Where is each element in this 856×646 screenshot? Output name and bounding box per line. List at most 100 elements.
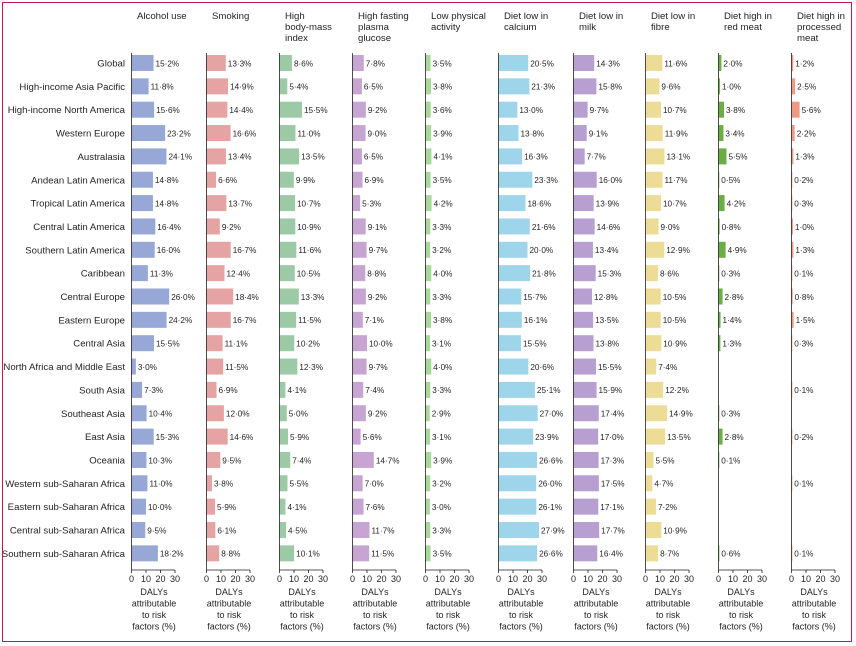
value-label: 2·8% xyxy=(725,293,744,302)
value-label: 2·5% xyxy=(797,83,816,92)
bar xyxy=(279,195,296,212)
x-tick-label: 10 xyxy=(801,574,811,584)
value-label: 1·3% xyxy=(795,153,814,162)
bar xyxy=(131,335,154,352)
bar xyxy=(279,428,289,445)
value-label: 24·2% xyxy=(169,316,193,325)
value-label: 11·8% xyxy=(151,83,174,92)
bar xyxy=(791,311,794,328)
bar xyxy=(645,358,657,375)
x-tick-label: 20 xyxy=(376,574,386,584)
bar xyxy=(425,55,431,71)
value-label: 7·4% xyxy=(292,456,311,465)
bar xyxy=(645,148,665,165)
bar xyxy=(206,195,227,212)
panel-title: body-mass xyxy=(285,22,332,33)
bar xyxy=(718,451,720,468)
value-label: 14·9% xyxy=(669,410,693,419)
value-label: 13·5% xyxy=(667,433,691,442)
value-label: 6·5% xyxy=(364,153,383,162)
value-label: 1·5% xyxy=(796,316,815,325)
bar xyxy=(718,171,720,188)
x-tick-label: 30 xyxy=(830,574,840,584)
value-label: 26·0% xyxy=(538,480,562,489)
value-label: 21·6% xyxy=(532,223,556,232)
value-label: 16·0% xyxy=(599,176,623,185)
x-axis-label: factors (%) xyxy=(499,622,543,632)
category-label: Eastern sub-Saharan Africa xyxy=(8,502,126,513)
x-axis-label: DALYs xyxy=(800,587,828,597)
panel-title: Smoking xyxy=(212,11,249,22)
value-label: 8·7% xyxy=(660,550,679,559)
value-label: 1·0% xyxy=(722,83,741,92)
bar xyxy=(131,171,153,188)
bar xyxy=(279,101,302,118)
panel-title: Diet low in xyxy=(651,11,695,22)
x-tick-label: 20 xyxy=(522,574,532,584)
value-label: 5·9% xyxy=(217,503,236,512)
bar xyxy=(573,311,594,328)
bar xyxy=(206,311,231,328)
category-label: North Africa and Middle East xyxy=(3,362,125,373)
value-label: 5·5% xyxy=(289,480,308,489)
bar xyxy=(573,475,599,492)
bar xyxy=(645,265,658,282)
x-tick-label: 0 xyxy=(643,574,648,584)
bar xyxy=(573,148,585,165)
bar xyxy=(498,101,518,118)
value-label: 15·9% xyxy=(599,386,623,395)
bar xyxy=(791,171,793,188)
value-label: 13·4% xyxy=(595,246,619,255)
value-label: 10·1% xyxy=(296,550,320,559)
bar xyxy=(645,545,659,562)
value-label: 17·1% xyxy=(600,503,624,512)
x-tick-label: 0 xyxy=(350,574,355,584)
bar xyxy=(573,55,595,71)
bar xyxy=(279,545,295,562)
value-label: 2·8% xyxy=(725,433,744,442)
value-label: 9·0% xyxy=(368,129,387,138)
category-label: Global xyxy=(97,59,125,70)
value-label: 12·8% xyxy=(594,293,618,302)
bar xyxy=(718,78,720,95)
category-label: High-income North America xyxy=(8,105,126,116)
value-label: 10·9% xyxy=(297,223,321,232)
bar xyxy=(573,498,599,515)
value-label: 13·8% xyxy=(596,340,620,349)
bar xyxy=(573,381,597,398)
bar xyxy=(279,265,295,282)
x-tick-label: 30 xyxy=(757,574,767,584)
bar xyxy=(498,288,522,305)
bar xyxy=(206,101,228,118)
bar xyxy=(425,358,432,375)
bar xyxy=(131,381,143,398)
x-axis-label: to risk xyxy=(656,610,681,620)
bar xyxy=(498,265,531,282)
panel-title: calcium xyxy=(504,22,537,33)
bar xyxy=(131,451,147,468)
value-label: 3·1% xyxy=(432,340,451,349)
bar xyxy=(718,428,723,445)
bar xyxy=(279,171,294,188)
bar xyxy=(718,405,720,422)
bar xyxy=(206,545,220,562)
x-axis-label: DALYs xyxy=(361,587,389,597)
bar xyxy=(352,498,364,515)
bar xyxy=(131,125,166,142)
value-label: 4·1% xyxy=(433,153,452,162)
value-label: 16·4% xyxy=(157,223,181,232)
x-axis-label: DALYs xyxy=(507,587,535,597)
value-label: 9·1% xyxy=(368,223,387,232)
bar xyxy=(791,218,793,235)
x-axis-label: attributable xyxy=(426,599,471,609)
value-label: 0·6% xyxy=(721,550,740,559)
bar xyxy=(425,288,431,305)
bar xyxy=(425,522,431,538)
bar xyxy=(352,265,366,282)
x-tick-label: 0 xyxy=(571,574,576,584)
panel-title: index xyxy=(285,33,308,44)
value-label: 3·0% xyxy=(138,363,157,372)
x-axis-label: DALYs xyxy=(215,587,243,597)
bar xyxy=(425,265,432,282)
bar xyxy=(206,405,224,422)
